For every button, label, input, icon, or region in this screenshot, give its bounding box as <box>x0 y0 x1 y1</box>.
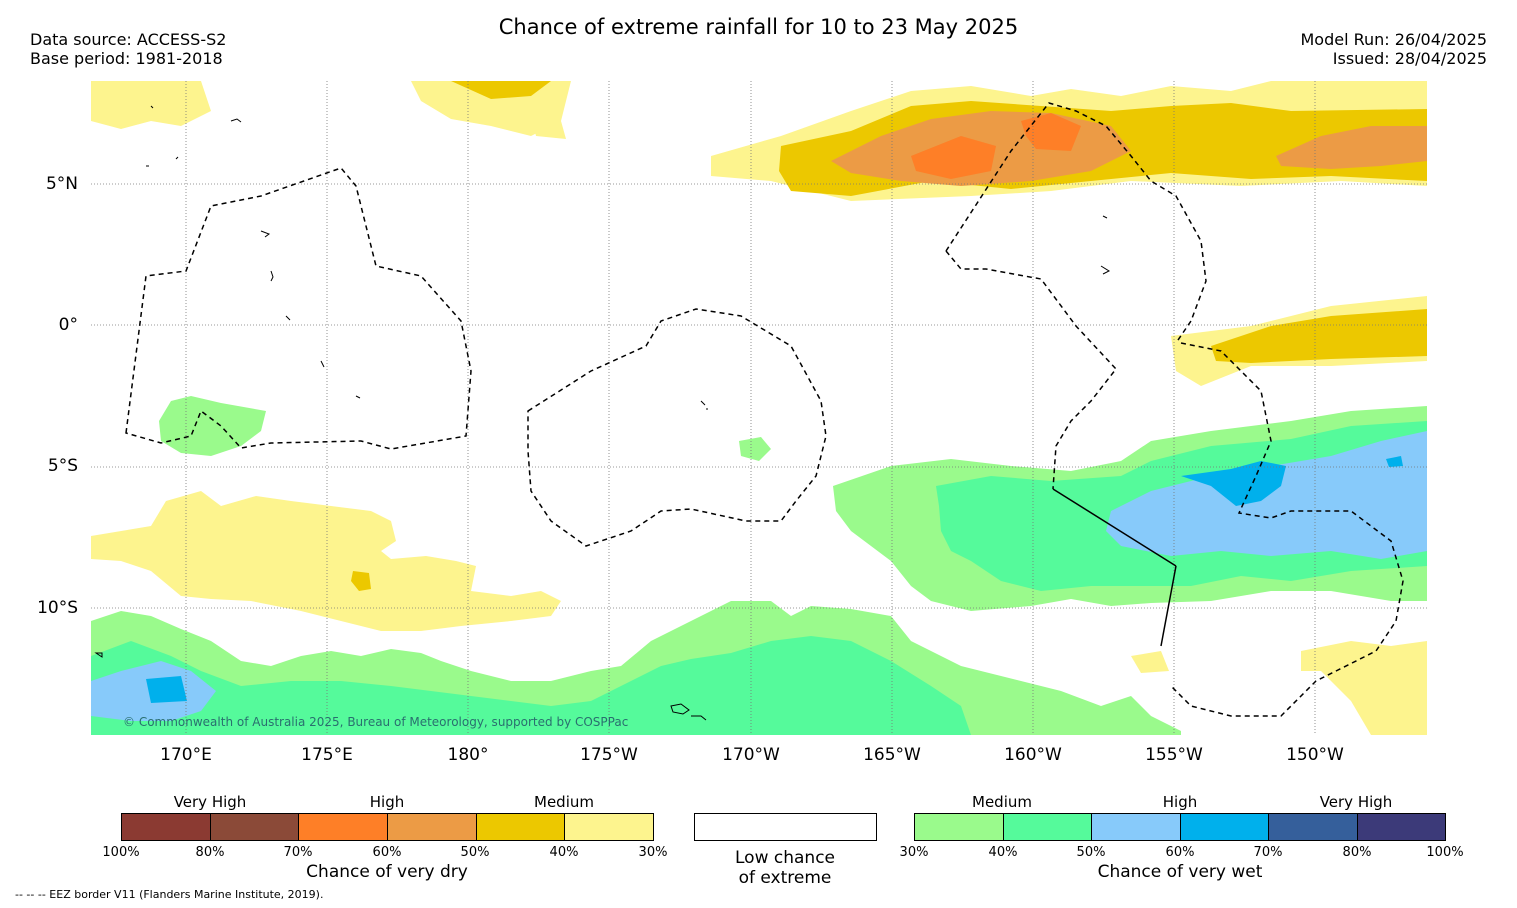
dry-tick: 80% <box>195 845 225 860</box>
dry-level-high: High <box>369 793 405 811</box>
wet-level-high: High <box>1162 793 1198 811</box>
base-period: Base period: 1981-2018 <box>30 49 223 68</box>
wet-colorbar <box>914 813 1446 841</box>
map-canvas <box>91 81 1427 735</box>
model-run: Model Run: 26/04/2025 <box>1300 30 1488 49</box>
low-swatch <box>695 814 876 840</box>
dry-swatch-70-80 <box>210 814 300 840</box>
dry-swatch-80-100 <box>122 814 211 840</box>
wet-level-medium: Medium <box>972 793 1032 811</box>
wet-swatch-60-70 <box>1180 814 1269 840</box>
low-chance-line2: of extreme <box>738 868 832 888</box>
dry-colorbar <box>121 813 654 841</box>
data-info: Data source: ACCESS-S2 Base period: 1981… <box>30 30 226 68</box>
run-info: Model Run: 26/04/2025 Issued: 28/04/2025 <box>1301 30 1488 68</box>
lon-label-175w: 175°W <box>580 745 638 765</box>
lat-label-0: 0° <box>58 315 78 335</box>
lon-label-180: 180° <box>447 745 489 765</box>
low-chance-line1: Low chance <box>735 848 835 868</box>
wet-tick: 40% <box>988 845 1018 860</box>
graticule <box>91 81 1427 735</box>
wet-tick: 100% <box>1426 845 1464 860</box>
low-chance-swatch <box>694 813 877 841</box>
dry-tick: 60% <box>372 845 402 860</box>
dry-tick: 30% <box>638 845 668 860</box>
map-title: Chance of extreme rainfall for 10 to 23 … <box>498 15 1019 39</box>
copyright-notice: © Commonwealth of Australia 2025, Bureau… <box>123 715 629 729</box>
dry-swatch-60-70 <box>299 814 389 840</box>
lat-label-5s: 5°S <box>47 456 78 476</box>
wet-swatch-80-100 <box>1357 814 1445 840</box>
wet-swatch-30-40 <box>915 814 1004 840</box>
wet-swatch-70-80 <box>1269 814 1358 840</box>
lat-label-5n: 5°N <box>45 174 78 194</box>
wet-tick: 30% <box>899 845 929 860</box>
rainfall-map <box>91 81 1427 735</box>
lon-label-175e: 175°E <box>301 745 353 765</box>
lat-label-10s: 10°S <box>37 598 78 618</box>
dry-region-central <box>91 491 1427 735</box>
islands <box>94 105 1111 721</box>
lon-label-155w: 155°W <box>1145 745 1203 765</box>
low-chance-label: Low chance of extreme <box>685 848 885 888</box>
dry-tick: 50% <box>460 845 490 860</box>
wet-legend-title: Chance of very wet <box>1097 862 1263 882</box>
wet-swatch-40-50 <box>1003 814 1092 840</box>
dry-level-very-high: Very High <box>173 793 247 811</box>
wet-level-very-high: Very High <box>1319 793 1393 811</box>
wet-region-south <box>91 396 1427 735</box>
wet-tick: 80% <box>1342 845 1372 860</box>
lon-label-160w: 160°W <box>1004 745 1062 765</box>
dry-swatch-40-50 <box>476 814 566 840</box>
wet-tick: 60% <box>1165 845 1195 860</box>
dry-region-north <box>91 81 1427 386</box>
dry-swatch-50-60 <box>388 814 477 840</box>
data-source: Data source: ACCESS-S2 <box>30 30 227 49</box>
wet-swatch-50-60 <box>1092 814 1181 840</box>
lon-label-170w: 170°W <box>722 745 780 765</box>
dry-legend-title: Chance of very dry <box>306 862 468 882</box>
dry-tick: 100% <box>102 845 140 860</box>
eez-borders <box>125 102 1404 717</box>
wet-tick: 70% <box>1253 845 1283 860</box>
wet-tick: 50% <box>1076 845 1106 860</box>
lon-label-150w: 150°W <box>1286 745 1344 765</box>
dry-tick: 70% <box>283 845 313 860</box>
dry-tick: 40% <box>549 845 579 860</box>
dry-swatch-30-40 <box>565 814 654 840</box>
issued-date: Issued: 28/04/2025 <box>1332 49 1487 68</box>
lon-label-170e: 170°E <box>160 745 212 765</box>
lon-label-165w: 165°W <box>863 745 921 765</box>
eez-footnote: -- -- -- EEZ border V11 (Flanders Marine… <box>15 888 324 901</box>
dry-level-medium: Medium <box>534 793 594 811</box>
